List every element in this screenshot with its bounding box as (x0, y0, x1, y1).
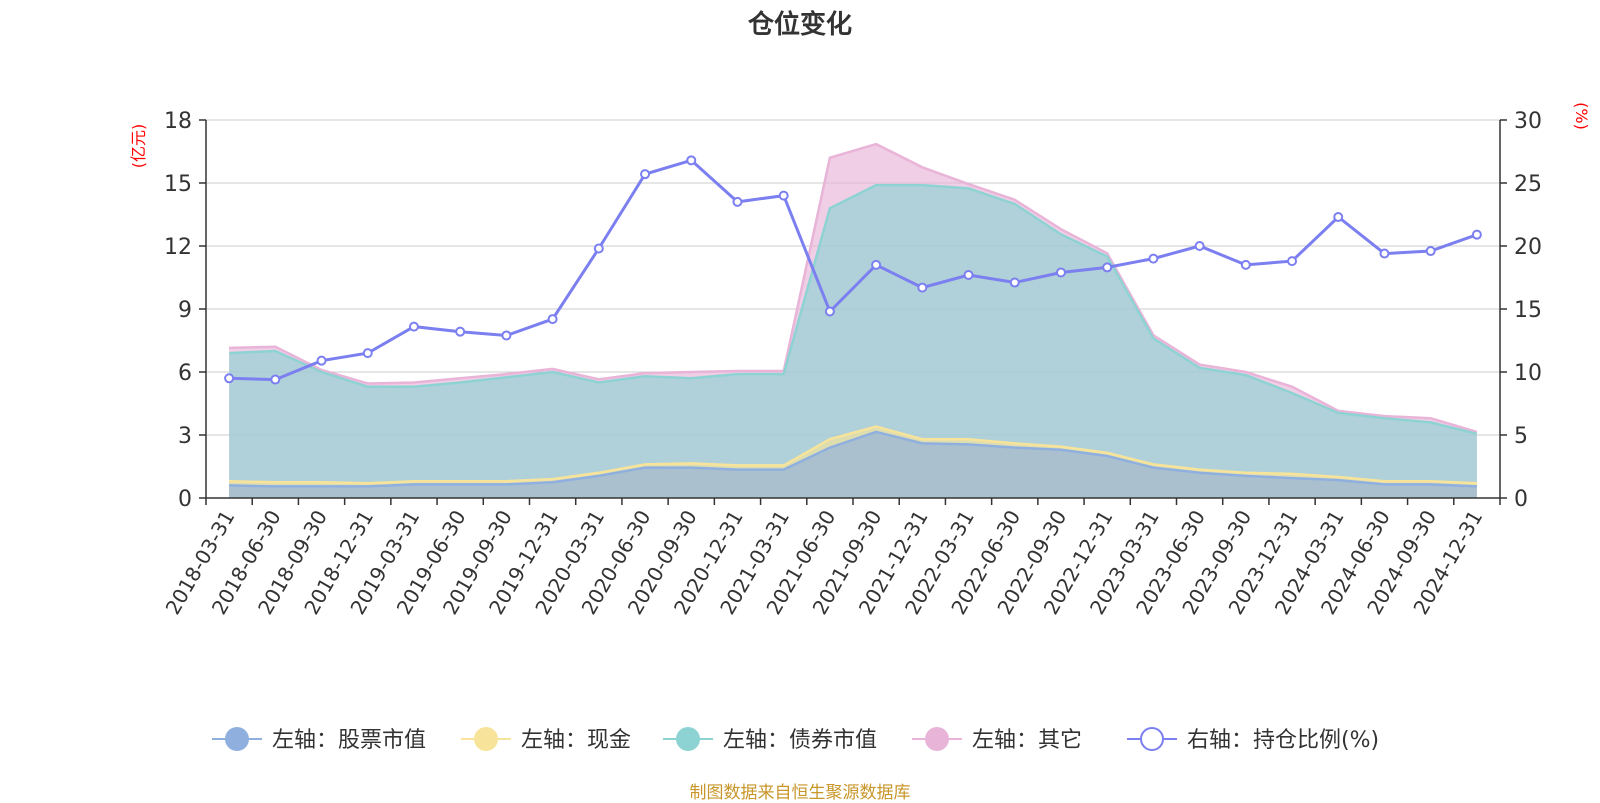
right-tick-label: 20 (1514, 235, 1542, 260)
legend-marker (1140, 727, 1164, 751)
ratio-point (224, 373, 235, 384)
left-tick-label: 15 (164, 172, 192, 197)
legend-label: 左轴：债券市值 (723, 728, 877, 753)
right-tick-label: 5 (1514, 424, 1528, 449)
ratio-point (1379, 248, 1390, 259)
legend-marker (225, 727, 249, 751)
area-edge-cash (229, 425, 1477, 485)
ratio-point (501, 330, 512, 341)
ratio-point (917, 282, 928, 293)
ratio-point (270, 374, 281, 385)
data-source-note: 制图数据来自恒生聚源数据库 (689, 783, 911, 803)
stacked-areas (229, 142, 1478, 498)
ratio-point (455, 326, 466, 337)
ratio-point (1471, 229, 1482, 240)
ratio-point (1333, 212, 1344, 223)
ratio-point (824, 306, 835, 317)
ratio-point (408, 321, 419, 332)
ratio-point (1240, 259, 1251, 270)
ratio-point (1009, 277, 1020, 288)
ratio-point (547, 314, 558, 325)
right-axis-unit: (%) (1572, 102, 1591, 130)
ratio-point (593, 243, 604, 254)
legend-label: 左轴：股票市值 (272, 728, 426, 753)
area-bond (229, 185, 1477, 498)
left-tick-label: 6 (178, 361, 192, 386)
legend-item[interactable]: 左轴：其它 (912, 727, 1082, 753)
legend-label: 左轴：现金 (521, 728, 631, 753)
ratio-point (1194, 241, 1205, 251)
ratio-point (963, 269, 974, 280)
legend-marker (676, 727, 700, 751)
legend-label: 左轴：其它 (972, 728, 1082, 753)
legend-item[interactable]: 左轴：股票市值 (212, 727, 426, 753)
ratio-point (316, 355, 327, 366)
area-edge-bond (229, 183, 1478, 436)
ratio-point (871, 259, 882, 270)
area-edge-other (229, 142, 1478, 434)
ratio-point (1148, 253, 1159, 264)
legend[interactable]: 左轴：股票市值 左轴：现金 左轴：债券市值 左轴：其它 右轴：持仓比例(%) (212, 727, 1379, 753)
ratio-point (1102, 262, 1113, 273)
legend-marker (925, 727, 949, 751)
ratio-point (778, 190, 789, 201)
ratio-line-series (224, 155, 1482, 385)
right-tick-label: 0 (1514, 487, 1528, 512)
ratio-point (1425, 246, 1436, 257)
ratio-point (732, 196, 743, 207)
chart-title: 仓位变化 (747, 10, 852, 40)
left-tick-label: 18 (164, 109, 192, 134)
legend-item[interactable]: 右轴：持仓比例(%) (1127, 727, 1379, 753)
ratio-point (686, 155, 697, 166)
right-tick-label: 15 (1514, 298, 1542, 323)
left-tick-label: 3 (178, 424, 192, 449)
ratio-point (1287, 256, 1298, 267)
ratio-point (1055, 267, 1066, 278)
left-tick-label: 12 (164, 235, 192, 260)
right-tick-label: 10 (1514, 361, 1542, 386)
area-stock (229, 431, 1477, 498)
left-axis-unit: (亿元) (129, 124, 148, 169)
left-tick-label: 0 (178, 487, 192, 512)
ratio-point (362, 348, 373, 359)
legend-label: 右轴：持仓比例(%) (1187, 728, 1379, 753)
position-chart: 03691215180510152025302018-03-312018-06-… (129, 102, 1591, 753)
left-tick-label: 9 (178, 298, 192, 323)
legend-item[interactable]: 左轴：债券市值 (663, 727, 877, 753)
right-tick-label: 30 (1514, 109, 1542, 134)
legend-item[interactable]: 左轴：现金 (461, 727, 631, 753)
legend-marker (474, 727, 498, 751)
ratio-line (229, 158, 1478, 382)
ratio-point (640, 169, 651, 180)
right-tick-label: 25 (1514, 172, 1542, 197)
area-edge-stock (229, 430, 1477, 488)
